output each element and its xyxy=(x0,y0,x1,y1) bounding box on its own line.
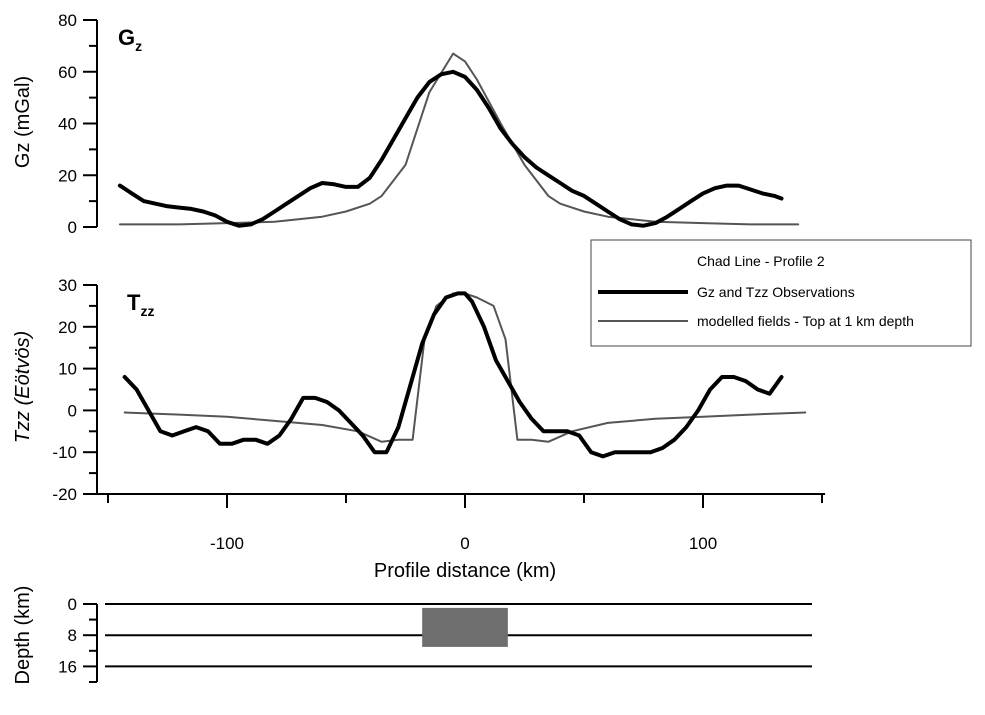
y-tick-label: 10 xyxy=(58,360,77,379)
legend-entry-observations: Gz and Tzz Observations xyxy=(697,284,855,300)
depth-tick-label: 0 xyxy=(68,595,77,614)
observations-line xyxy=(122,291,784,459)
gz-panel: Gz Gz (mGal) 0 20 40 60 80 xyxy=(12,11,800,237)
gz-panel-label: Gz xyxy=(118,25,142,54)
y-tick-label: 0 xyxy=(68,401,77,420)
x-tick-label: 100 xyxy=(689,534,717,553)
legend-title: Chad Line - Profile 2 xyxy=(697,253,825,269)
y-tick-label: 40 xyxy=(58,115,77,134)
source-body xyxy=(422,607,508,647)
observations-line xyxy=(117,69,784,228)
gz-series xyxy=(117,52,800,228)
x-axis: -100 0 100 xyxy=(97,493,826,553)
depth-y-axis: 0 8 16 xyxy=(58,595,812,683)
depth-tick-label: 16 xyxy=(58,657,77,676)
tzz-y-axis: -20 -10 0 10 20 30 xyxy=(52,276,98,504)
tzz-panel-label: Tzz xyxy=(127,290,154,319)
gz-y-axis: 0 20 40 60 80 xyxy=(58,11,98,237)
x-tick-label: 0 xyxy=(460,534,469,553)
y-tick-label: 20 xyxy=(58,318,77,337)
x-tick-label: -100 xyxy=(210,534,244,553)
depth-tick-label: 8 xyxy=(68,626,77,645)
y-tick-label: -20 xyxy=(52,485,77,504)
x-axis-title: Profile distance (km) xyxy=(374,560,556,582)
legend: Chad Line - Profile 2 Gz and Tzz Observa… xyxy=(590,239,972,347)
y-tick-label: 60 xyxy=(58,63,77,82)
gz-y-axis-title: Gz (mGal) xyxy=(12,76,34,168)
y-tick-label: 30 xyxy=(58,276,77,295)
legend-entry-modelled: modelled fields - Top at 1 km depth xyxy=(697,313,914,329)
depth-y-axis-title: Depth (km) xyxy=(12,586,34,685)
tzz-series xyxy=(122,291,807,459)
depth-panel: Depth (km) 0 8 16 xyxy=(12,586,812,685)
y-tick-label: -10 xyxy=(52,443,77,462)
y-tick-label: 80 xyxy=(58,11,77,30)
y-tick-label: 0 xyxy=(68,218,77,237)
modelled-line xyxy=(118,52,800,226)
y-tick-label: 20 xyxy=(58,166,77,185)
tzz-y-axis-title: Tzz (Eötvös) xyxy=(12,331,34,443)
